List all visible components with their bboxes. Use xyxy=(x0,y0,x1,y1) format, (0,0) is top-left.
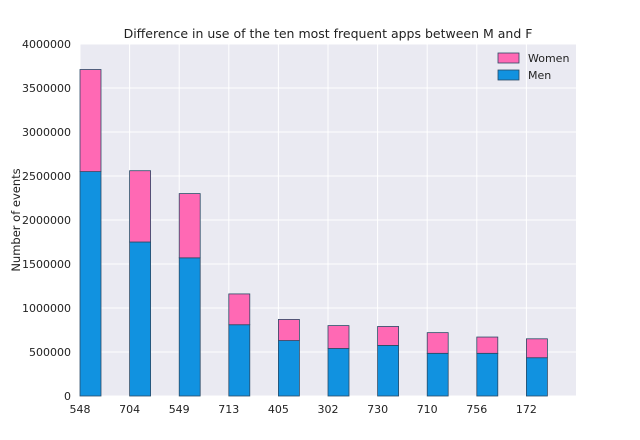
y-tick-label: 3000000 xyxy=(22,126,71,139)
bar-men-172 xyxy=(526,357,548,397)
bar-women-710 xyxy=(426,332,449,354)
x-tick-label: 405 xyxy=(268,403,289,416)
bar-women-172 xyxy=(526,338,548,359)
x-tick-label: 730 xyxy=(367,403,388,416)
bar-women-549 xyxy=(178,193,201,259)
x-tick-label: 548 xyxy=(70,403,91,416)
y-axis-label: Number of events xyxy=(9,168,23,271)
y-tick-label: 1500000 xyxy=(22,258,71,271)
bar-men-704 xyxy=(129,241,152,397)
x-tick-label: 713 xyxy=(218,403,239,416)
x-tick-label: 704 xyxy=(119,403,140,416)
y-tick-label: 500000 xyxy=(29,346,71,359)
x-tick-label: 710 xyxy=(417,403,438,416)
bar-men-730 xyxy=(377,344,400,397)
legend-label-men: Men xyxy=(528,69,551,82)
bar-men-713 xyxy=(228,324,251,397)
x-tick-label: 549 xyxy=(169,403,190,416)
legend-swatch-women xyxy=(497,52,520,64)
bar-men-548 xyxy=(79,171,102,397)
bar-men-549 xyxy=(178,257,201,397)
legend-swatch-men xyxy=(497,69,520,81)
bar-men-302 xyxy=(327,348,350,397)
y-tick-label: 2500000 xyxy=(22,170,71,183)
legend: Women Men xyxy=(497,52,569,82)
bar-men-756 xyxy=(476,352,499,397)
bar-women-730 xyxy=(377,326,400,346)
y-tick-label: 3500000 xyxy=(22,82,71,95)
x-tick-label: 756 xyxy=(466,403,487,416)
y-tick-label: 1000000 xyxy=(22,302,71,315)
y-tick-label: 2000000 xyxy=(22,214,71,227)
y-tick-label: 0 xyxy=(64,390,71,403)
x-tick-label: 172 xyxy=(516,403,537,416)
chart-title: Difference in use of the ten most freque… xyxy=(124,26,533,41)
x-axis-ticks: 548 704 549 713 405 302 730 710 756 172 xyxy=(70,403,537,416)
bar-men-405 xyxy=(277,340,300,397)
x-tick-label: 302 xyxy=(318,403,339,416)
bar-women-704 xyxy=(129,170,152,243)
bar-women-756 xyxy=(476,336,499,354)
y-axis-ticks: 0 500000 1000000 1500000 2000000 2500000 30000… xyxy=(22,38,71,403)
bar-women-713 xyxy=(228,293,251,326)
bar-women-548 xyxy=(79,69,102,172)
legend-label-women: Women xyxy=(528,52,569,65)
bar-men-710 xyxy=(426,352,449,397)
bar-women-302 xyxy=(327,325,350,349)
y-tick-label: 4000000 xyxy=(22,38,71,51)
bars xyxy=(79,69,548,397)
bar-women-405 xyxy=(277,319,300,341)
